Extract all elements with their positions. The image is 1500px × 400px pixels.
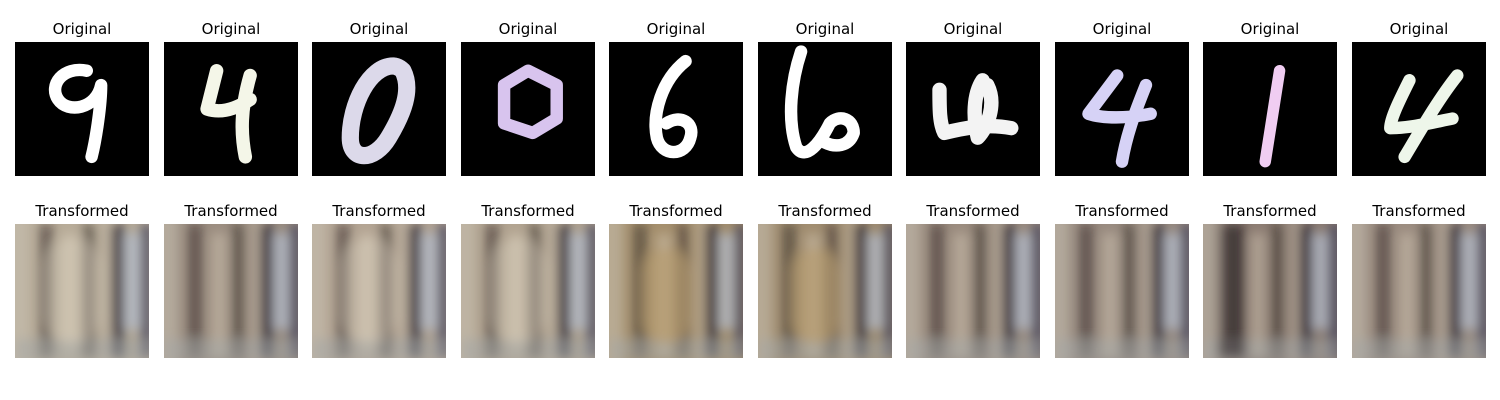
- digit-stroke: [1384, 74, 1459, 135]
- transformed-image: [609, 224, 743, 358]
- panel-title: Transformed: [481, 202, 575, 220]
- original-digit-image: [312, 42, 446, 176]
- digit-stroke: [48, 63, 108, 164]
- panel-title: Original: [201, 20, 261, 38]
- panel-title: Transformed: [778, 202, 872, 220]
- transformed-image: [1055, 224, 1189, 358]
- panel-title: Transformed: [1372, 202, 1466, 220]
- panel-title: Original: [1092, 20, 1152, 38]
- digit-stroke: [497, 64, 563, 140]
- panel-title: Original: [943, 20, 1003, 38]
- transformed-image: [1352, 224, 1486, 358]
- panel-title: Original: [52, 20, 112, 38]
- original-digit-image: [15, 42, 149, 176]
- original-digit-image: [1055, 42, 1189, 176]
- original-digit-image: [758, 42, 892, 176]
- panel-title: Transformed: [184, 202, 278, 220]
- transformed-image: [1203, 224, 1337, 358]
- original-digit-image: [461, 42, 595, 176]
- panel-title: Transformed: [1075, 202, 1169, 220]
- panel-title: Original: [498, 20, 558, 38]
- digit-stroke: [341, 57, 416, 165]
- original-digit-image: [1352, 42, 1486, 176]
- original-digit-image: [1203, 42, 1337, 176]
- original-digit-image: [609, 42, 743, 176]
- panel-title: Transformed: [926, 202, 1020, 220]
- digit-stroke: [649, 54, 698, 159]
- transformed-image: [164, 224, 298, 358]
- transformed-image: [461, 224, 595, 358]
- panel-title: Original: [1389, 20, 1449, 38]
- digit-stroke: [235, 68, 257, 164]
- panel-title: Transformed: [629, 202, 723, 220]
- transformed-image: [758, 224, 892, 358]
- panel-title: Original: [646, 20, 706, 38]
- panel-title: Transformed: [1223, 202, 1317, 220]
- digit-stroke: [1259, 64, 1286, 168]
- digit-stroke: [967, 73, 999, 145]
- original-digit-image: [906, 42, 1040, 176]
- panel-title: Original: [349, 20, 409, 38]
- panel-title: Original: [1240, 20, 1300, 38]
- digit-stroke: [784, 45, 860, 159]
- original-digit-image: [164, 42, 298, 176]
- digit-stroke: [1082, 69, 1157, 124]
- panel-title: Transformed: [35, 202, 129, 220]
- digit-stroke: [1398, 69, 1464, 164]
- transformed-image: [15, 224, 149, 358]
- panel-title: Transformed: [332, 202, 426, 220]
- transformed-image: [906, 224, 1040, 358]
- transformed-image: [312, 224, 446, 358]
- panel-title: Original: [795, 20, 855, 38]
- digit-stroke: [1115, 78, 1153, 168]
